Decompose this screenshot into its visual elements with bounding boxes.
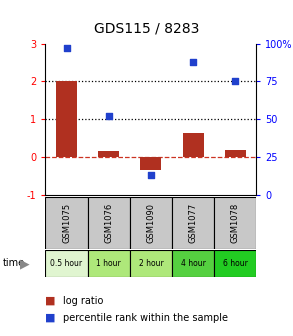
Text: time: time bbox=[3, 258, 25, 268]
Bar bbox=[56, 82, 77, 157]
Point bbox=[106, 114, 111, 119]
Text: GSM1090: GSM1090 bbox=[146, 203, 155, 243]
Bar bbox=[45, 250, 88, 277]
Bar bbox=[183, 132, 204, 157]
Bar bbox=[130, 250, 172, 277]
Point bbox=[149, 173, 153, 178]
Bar bbox=[214, 250, 256, 277]
Text: GSM1078: GSM1078 bbox=[231, 203, 240, 243]
Text: 0.5 hour: 0.5 hour bbox=[50, 259, 83, 268]
Bar bbox=[88, 197, 130, 249]
Text: log ratio: log ratio bbox=[63, 296, 103, 306]
Bar bbox=[140, 157, 161, 170]
Text: ■: ■ bbox=[45, 312, 56, 323]
Text: ■: ■ bbox=[45, 296, 56, 306]
Text: 6 hour: 6 hour bbox=[223, 259, 248, 268]
Bar bbox=[98, 152, 119, 157]
Text: 1 hour: 1 hour bbox=[96, 259, 121, 268]
Bar bbox=[172, 250, 214, 277]
Bar bbox=[172, 197, 214, 249]
Point bbox=[191, 59, 195, 65]
Point bbox=[233, 79, 238, 84]
Text: GSM1077: GSM1077 bbox=[189, 203, 197, 243]
Bar bbox=[88, 250, 130, 277]
Text: GSM1076: GSM1076 bbox=[104, 203, 113, 243]
Text: 4 hour: 4 hour bbox=[181, 259, 205, 268]
Bar bbox=[45, 197, 88, 249]
Bar bbox=[225, 150, 246, 157]
Point bbox=[64, 46, 69, 51]
Bar bbox=[130, 197, 172, 249]
Text: GSM1075: GSM1075 bbox=[62, 203, 71, 243]
Text: ▶: ▶ bbox=[20, 257, 30, 270]
Text: 2 hour: 2 hour bbox=[139, 259, 163, 268]
Bar bbox=[214, 197, 256, 249]
Text: percentile rank within the sample: percentile rank within the sample bbox=[63, 312, 228, 323]
Text: GDS115 / 8283: GDS115 / 8283 bbox=[94, 22, 199, 36]
